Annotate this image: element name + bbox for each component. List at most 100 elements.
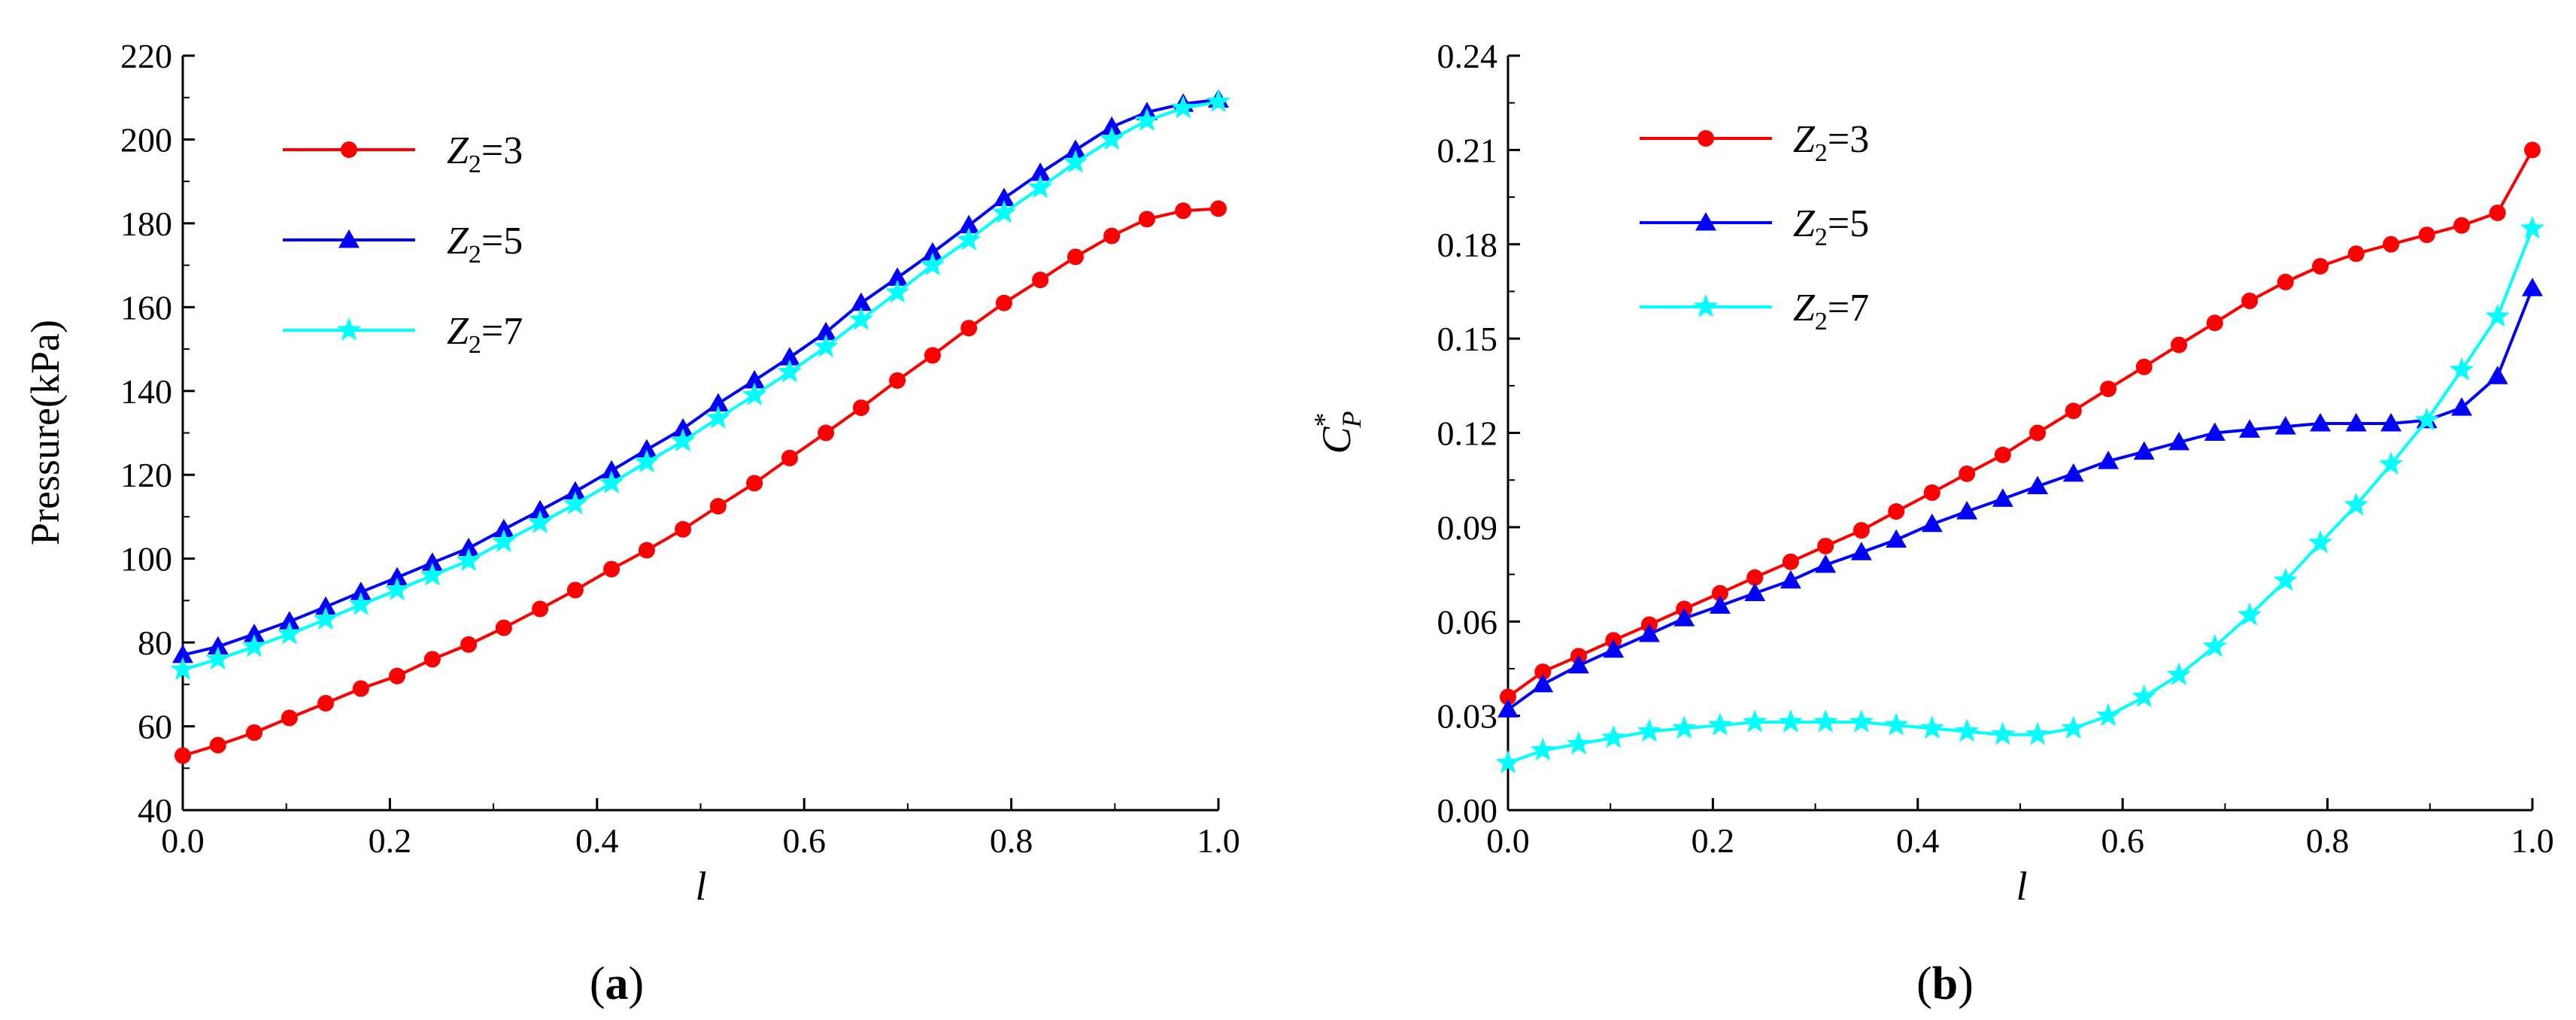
- Z2=5-point-25: [1064, 139, 1086, 158]
- Z2=5-point-7: [1744, 582, 1766, 602]
- series-line-Z2=5: [182, 98, 1219, 657]
- Z2=7-point-10: [1849, 709, 1874, 733]
- Z2=3-point-1: [1534, 663, 1552, 681]
- x-tick-label: 0.2: [1692, 821, 1735, 860]
- Z2=7-point-29: [2520, 215, 2545, 239]
- Z2=7-point-27: [2449, 357, 2474, 381]
- Z2=3-point-9: [1817, 537, 1834, 554]
- Z2=3-point-28: [2489, 204, 2506, 221]
- legend-label: Z2=7: [447, 310, 523, 359]
- Z2=3-point-28: [1175, 202, 1192, 220]
- Z2=7-point-12: [1919, 715, 1944, 739]
- legend-entry-Z2=7: Z2=7: [1640, 287, 1869, 335]
- Z2=7-point-4: [313, 606, 338, 630]
- Z2=5-point-26: [1101, 116, 1123, 135]
- Z2=5-point-22: [958, 214, 980, 234]
- Z2=7-point-18: [2131, 684, 2156, 708]
- y-tick-label: 0.15: [1437, 320, 1498, 358]
- Z2=7-point-24: [1028, 175, 1053, 199]
- Z2=5-point-6: [1709, 595, 1731, 614]
- Z2=5-point-6: [387, 566, 408, 586]
- series-line-Z2=7: [182, 100, 1219, 672]
- panel-label: (a): [590, 958, 644, 1009]
- legend-entry-Z2=5: Z2=5: [283, 220, 523, 269]
- legend-Z2=5-point-0: [338, 229, 360, 248]
- Z2=5-point-22: [2274, 416, 2296, 435]
- Z2=5-point-19: [850, 292, 872, 311]
- Z2=3-point-18: [2135, 358, 2153, 375]
- Z2=7-point-11: [1884, 712, 1909, 736]
- Z2=3-point-3: [281, 709, 298, 727]
- Z2=5-point-27: [2451, 397, 2473, 416]
- Z2=3-point-29: [2524, 141, 2541, 159]
- x-tick-label: 0.4: [575, 821, 619, 860]
- Z2=5-point-29: [2522, 278, 2543, 296]
- Z2=3-point-12: [1923, 484, 1940, 501]
- Z2=7-point-5: [348, 592, 373, 615]
- Z2=7-point-26: [1100, 126, 1124, 150]
- Z2=7-point-8: [456, 548, 481, 572]
- Z2=7-point-21: [2237, 602, 2262, 626]
- Z2=3-point-20: [2206, 314, 2223, 332]
- Z2=5-point-9: [1815, 554, 1837, 573]
- Z2=5-point-14: [672, 417, 694, 437]
- Z2=5-point-23: [993, 187, 1015, 206]
- Z2=7-point-13: [1955, 718, 1980, 742]
- legend-label: Z2=7: [1793, 287, 1869, 335]
- y-tick-label: 180: [120, 205, 172, 243]
- series-Z2=3: [174, 200, 1227, 764]
- Z2=7-point-22: [957, 227, 982, 250]
- y-tick-label: 0.12: [1437, 414, 1498, 453]
- x-tick-label: 0.6: [2101, 821, 2144, 860]
- Z2=7-point-15: [705, 405, 731, 429]
- Z2=7-point-23: [2307, 530, 2333, 554]
- y-axis-title: C*P: [1309, 411, 1367, 454]
- Z2=7-point-26: [2414, 407, 2439, 431]
- Z2=5-point-8: [1780, 569, 1801, 589]
- Z2=5-point-2: [244, 623, 265, 642]
- x-tick-label: 1.0: [2511, 821, 2554, 860]
- Z2=5-point-13: [636, 439, 657, 458]
- Z2=3-point-22: [960, 320, 978, 337]
- Z2=3-point-25: [2383, 235, 2400, 253]
- legend-label: Z2=5: [447, 220, 523, 269]
- Z2=3-point-24: [1032, 272, 1049, 289]
- Z2=5-point-16: [744, 369, 766, 389]
- Z2=7-point-11: [563, 491, 588, 515]
- y-tick-label: 100: [120, 540, 172, 578]
- Z2=3-point-26: [1103, 227, 1121, 244]
- x-tick-label: 0.6: [782, 821, 826, 860]
- Z2=3-point-0: [174, 747, 191, 764]
- Z2=7-point-10: [527, 510, 553, 534]
- series-Z2=5: [1497, 278, 2543, 718]
- legend-entry-Z2=3: Z2=3: [283, 129, 523, 178]
- panel-label: (b): [1916, 958, 1974, 1009]
- legend-entry-Z2=7: Z2=7: [283, 310, 523, 359]
- x-axis-title: l: [2016, 864, 2027, 909]
- x-tick-label: 0.8: [990, 821, 1033, 860]
- Z2=5-point-12: [1921, 513, 1943, 533]
- Z2=7-point-9: [491, 529, 516, 553]
- Z2=7-point-19: [2166, 662, 2192, 685]
- Z2=5-point-9: [493, 518, 514, 538]
- Z2=5-point-5: [350, 581, 372, 600]
- Z2=3-point-17: [781, 449, 798, 466]
- Z2=5-point-15: [2027, 475, 2049, 495]
- series-Z2=5: [172, 89, 1229, 663]
- Z2=5-point-21: [921, 241, 943, 261]
- x-tick-label: 0.8: [2306, 821, 2350, 860]
- Z2=3-point-25: [1067, 248, 1084, 266]
- legend-Z2=3-point-0: [341, 141, 357, 158]
- Z2=5-point-1: [1532, 673, 1554, 693]
- Z2=7-point-17: [2096, 703, 2121, 727]
- y-tick-label: 60: [138, 708, 172, 746]
- Z2=3-point-13: [1959, 465, 1976, 482]
- Z2=5-point-16: [2062, 463, 2084, 482]
- Z2=5-point-13: [1956, 500, 1978, 520]
- Z2=7-point-15: [2025, 721, 2050, 745]
- Z2=3-point-23: [995, 294, 1012, 311]
- Z2=3-point-21: [2241, 292, 2259, 309]
- Z2=3-point-15: [2029, 424, 2047, 442]
- Z2=3-point-11: [566, 581, 584, 599]
